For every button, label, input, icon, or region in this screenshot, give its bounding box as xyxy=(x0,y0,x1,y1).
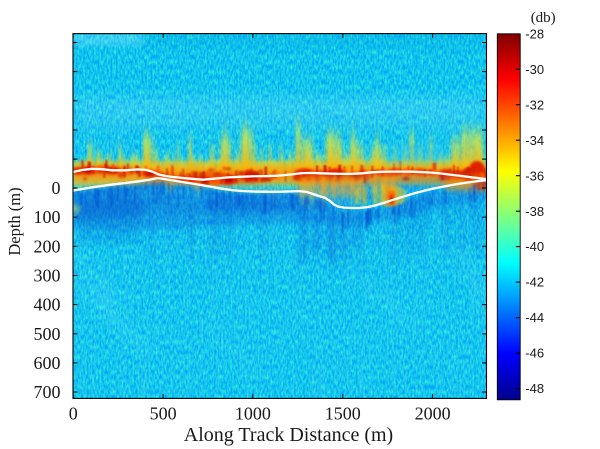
svg-text:Along Track Distance (m): Along Track Distance (m) xyxy=(184,424,393,446)
svg-text:-30: -30 xyxy=(525,62,544,77)
svg-text:-40: -40 xyxy=(525,239,544,254)
svg-text:700: 700 xyxy=(34,382,61,402)
svg-text:-28: -28 xyxy=(525,26,544,41)
svg-text:-42: -42 xyxy=(525,275,544,290)
svg-text:2000: 2000 xyxy=(415,404,451,424)
svg-text:500: 500 xyxy=(34,324,61,344)
svg-text:300: 300 xyxy=(34,266,61,286)
svg-text:500: 500 xyxy=(150,404,177,424)
svg-text:1500: 1500 xyxy=(325,404,361,424)
svg-text:-46: -46 xyxy=(525,346,544,361)
svg-text:0: 0 xyxy=(69,404,78,424)
svg-text:200: 200 xyxy=(34,236,61,256)
svg-text:400: 400 xyxy=(34,295,61,315)
svg-text:-44: -44 xyxy=(525,310,544,325)
svg-text:0: 0 xyxy=(52,178,61,198)
svg-text:100: 100 xyxy=(34,207,61,227)
svg-text:600: 600 xyxy=(34,353,61,373)
svg-text:(db): (db) xyxy=(531,10,556,26)
svg-text:-36: -36 xyxy=(525,168,544,183)
svg-text:-38: -38 xyxy=(525,204,544,219)
svg-text:-48: -48 xyxy=(525,381,544,396)
svg-text:-32: -32 xyxy=(525,97,544,112)
svg-text:Depth (m): Depth (m) xyxy=(5,187,24,255)
svg-text:-34: -34 xyxy=(525,133,544,148)
svg-text:1000: 1000 xyxy=(235,404,271,424)
